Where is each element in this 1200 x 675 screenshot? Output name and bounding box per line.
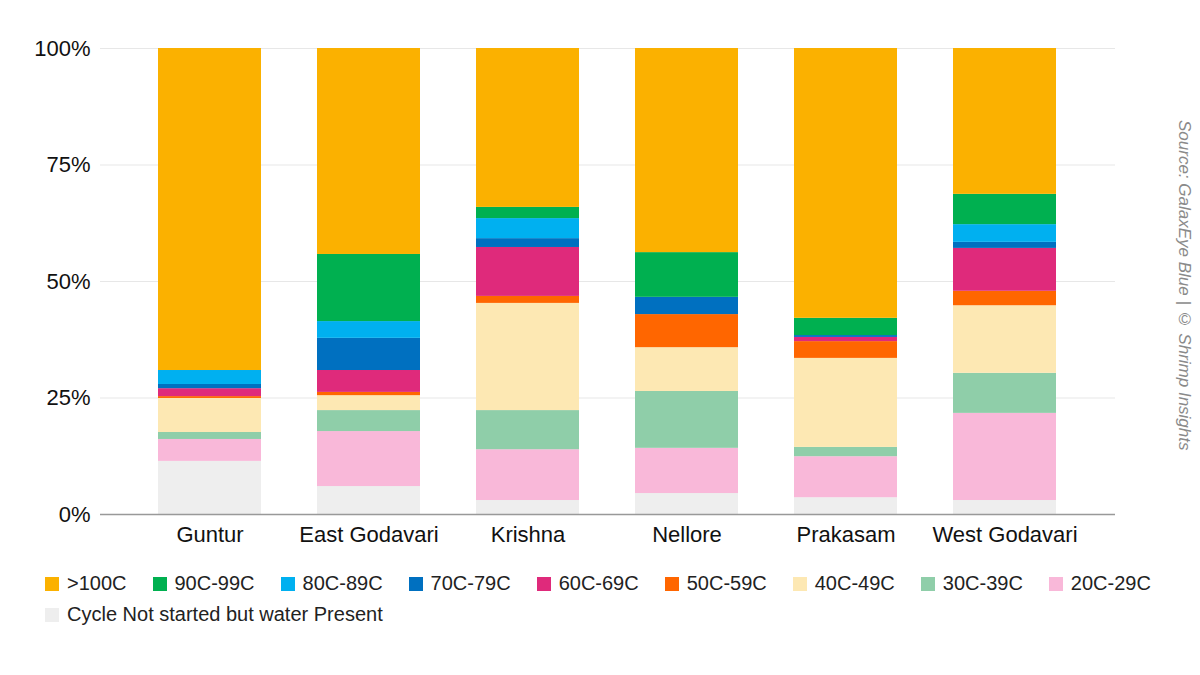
html-text:30C-39C: 30C-39C	[942, 572, 1023, 594]
svg-text:75%: 75%	[46, 152, 90, 177]
svg-text:Krishna: Krishna	[491, 522, 566, 547]
html-text:60C-69C: 60C-69C	[558, 572, 639, 594]
html-text:>100C: >100C	[67, 572, 127, 594]
svg-text:Guntur: Guntur	[176, 522, 243, 547]
html-text:70C-79C: 70C-79C	[430, 572, 511, 594]
html-text:Cycle Not started but water Pr: Cycle Not started but water Present	[67, 603, 383, 625]
svg-text:0%: 0%	[59, 502, 91, 527]
svg-text:25%: 25%	[46, 385, 90, 410]
html-text:90C-99C: 90C-99C	[174, 572, 255, 594]
svg-text:East Godavari: East Godavari	[299, 522, 438, 547]
html-text:20C-29C: 20C-29C	[1070, 572, 1151, 594]
html-text:80C-89C: 80C-89C	[302, 572, 383, 594]
html-text:40C-49C: 40C-49C	[814, 572, 895, 594]
svg-text:Nellore: Nellore	[652, 522, 722, 547]
svg-text:50%: 50%	[46, 269, 90, 294]
html-text:Source: GalaxEye Blue | © Shri: Source: GalaxEye Blue | © Shrimp Insight…	[1175, 120, 1194, 451]
svg-text:Prakasam: Prakasam	[796, 522, 895, 547]
html-text:50C-59C: 50C-59C	[686, 572, 767, 594]
svg-text:100%: 100%	[34, 36, 90, 61]
svg-text:West Godavari: West Godavari	[932, 522, 1077, 547]
